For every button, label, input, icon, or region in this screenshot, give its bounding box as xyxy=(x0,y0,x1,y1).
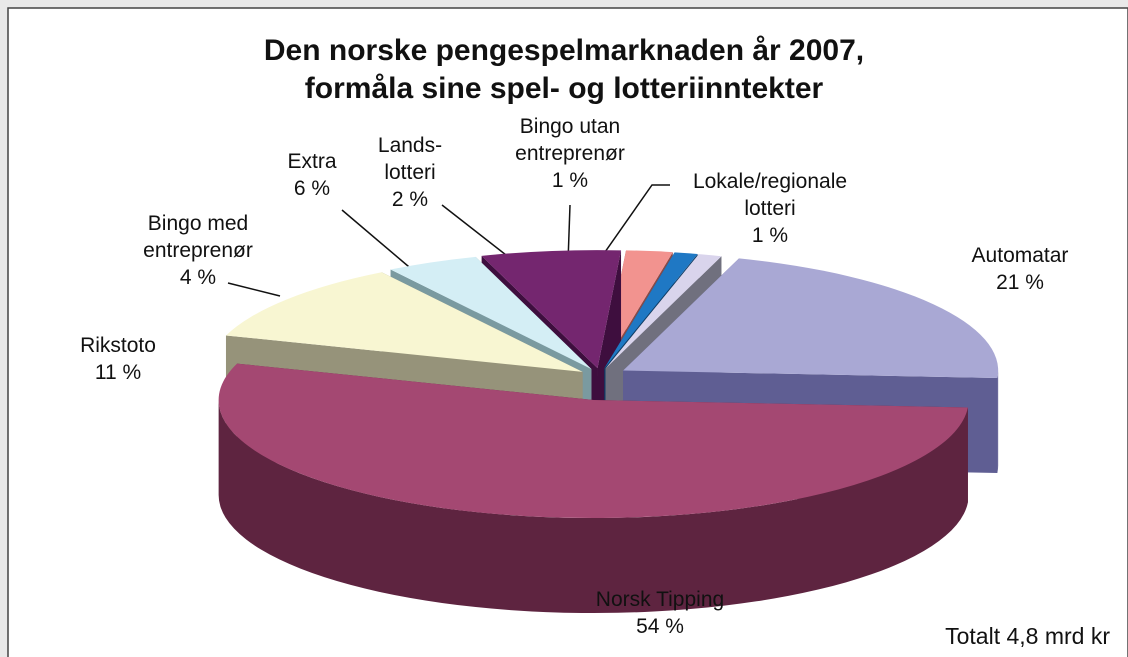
category-label: Lokale/regionale lotteri xyxy=(693,170,847,220)
annotation: Totalt 4,8 mrd kr xyxy=(945,623,1110,649)
leader-line xyxy=(597,184,670,263)
chart-title: Den norske pengespelmarknaden år 2007, fo… xyxy=(264,34,864,105)
value-label: 6 % xyxy=(294,177,330,200)
value-label: 1 % xyxy=(552,169,588,192)
value-label: 11 % xyxy=(95,361,141,384)
category-label: Bingo med entreprenør xyxy=(143,212,253,262)
slice xyxy=(225,272,583,372)
pie xyxy=(218,250,999,614)
slice xyxy=(218,363,968,519)
slice xyxy=(604,252,698,369)
category-label: Norsk Tipping xyxy=(596,588,724,611)
slice xyxy=(605,254,722,369)
value-label: 4 % xyxy=(180,266,216,289)
value-label: 2 % xyxy=(392,188,428,211)
category-label: Automatar xyxy=(972,244,1069,267)
value-label: 54 % xyxy=(636,615,684,638)
slice xyxy=(390,256,592,370)
category-label: Lands-lotteri xyxy=(378,134,442,184)
category-label: Bingo utan entreprenør xyxy=(515,115,625,165)
category-label: Extra xyxy=(287,150,336,173)
slice xyxy=(623,258,999,378)
slice-side xyxy=(218,400,968,614)
slice xyxy=(481,250,622,369)
value-label: 21 % xyxy=(996,271,1044,294)
leader-line xyxy=(341,209,416,273)
leader-line xyxy=(227,282,281,297)
value-label: 1 % xyxy=(752,224,788,247)
leader-line xyxy=(441,204,516,263)
slice-side xyxy=(997,370,999,473)
category-label: Rikstoto xyxy=(80,334,156,357)
